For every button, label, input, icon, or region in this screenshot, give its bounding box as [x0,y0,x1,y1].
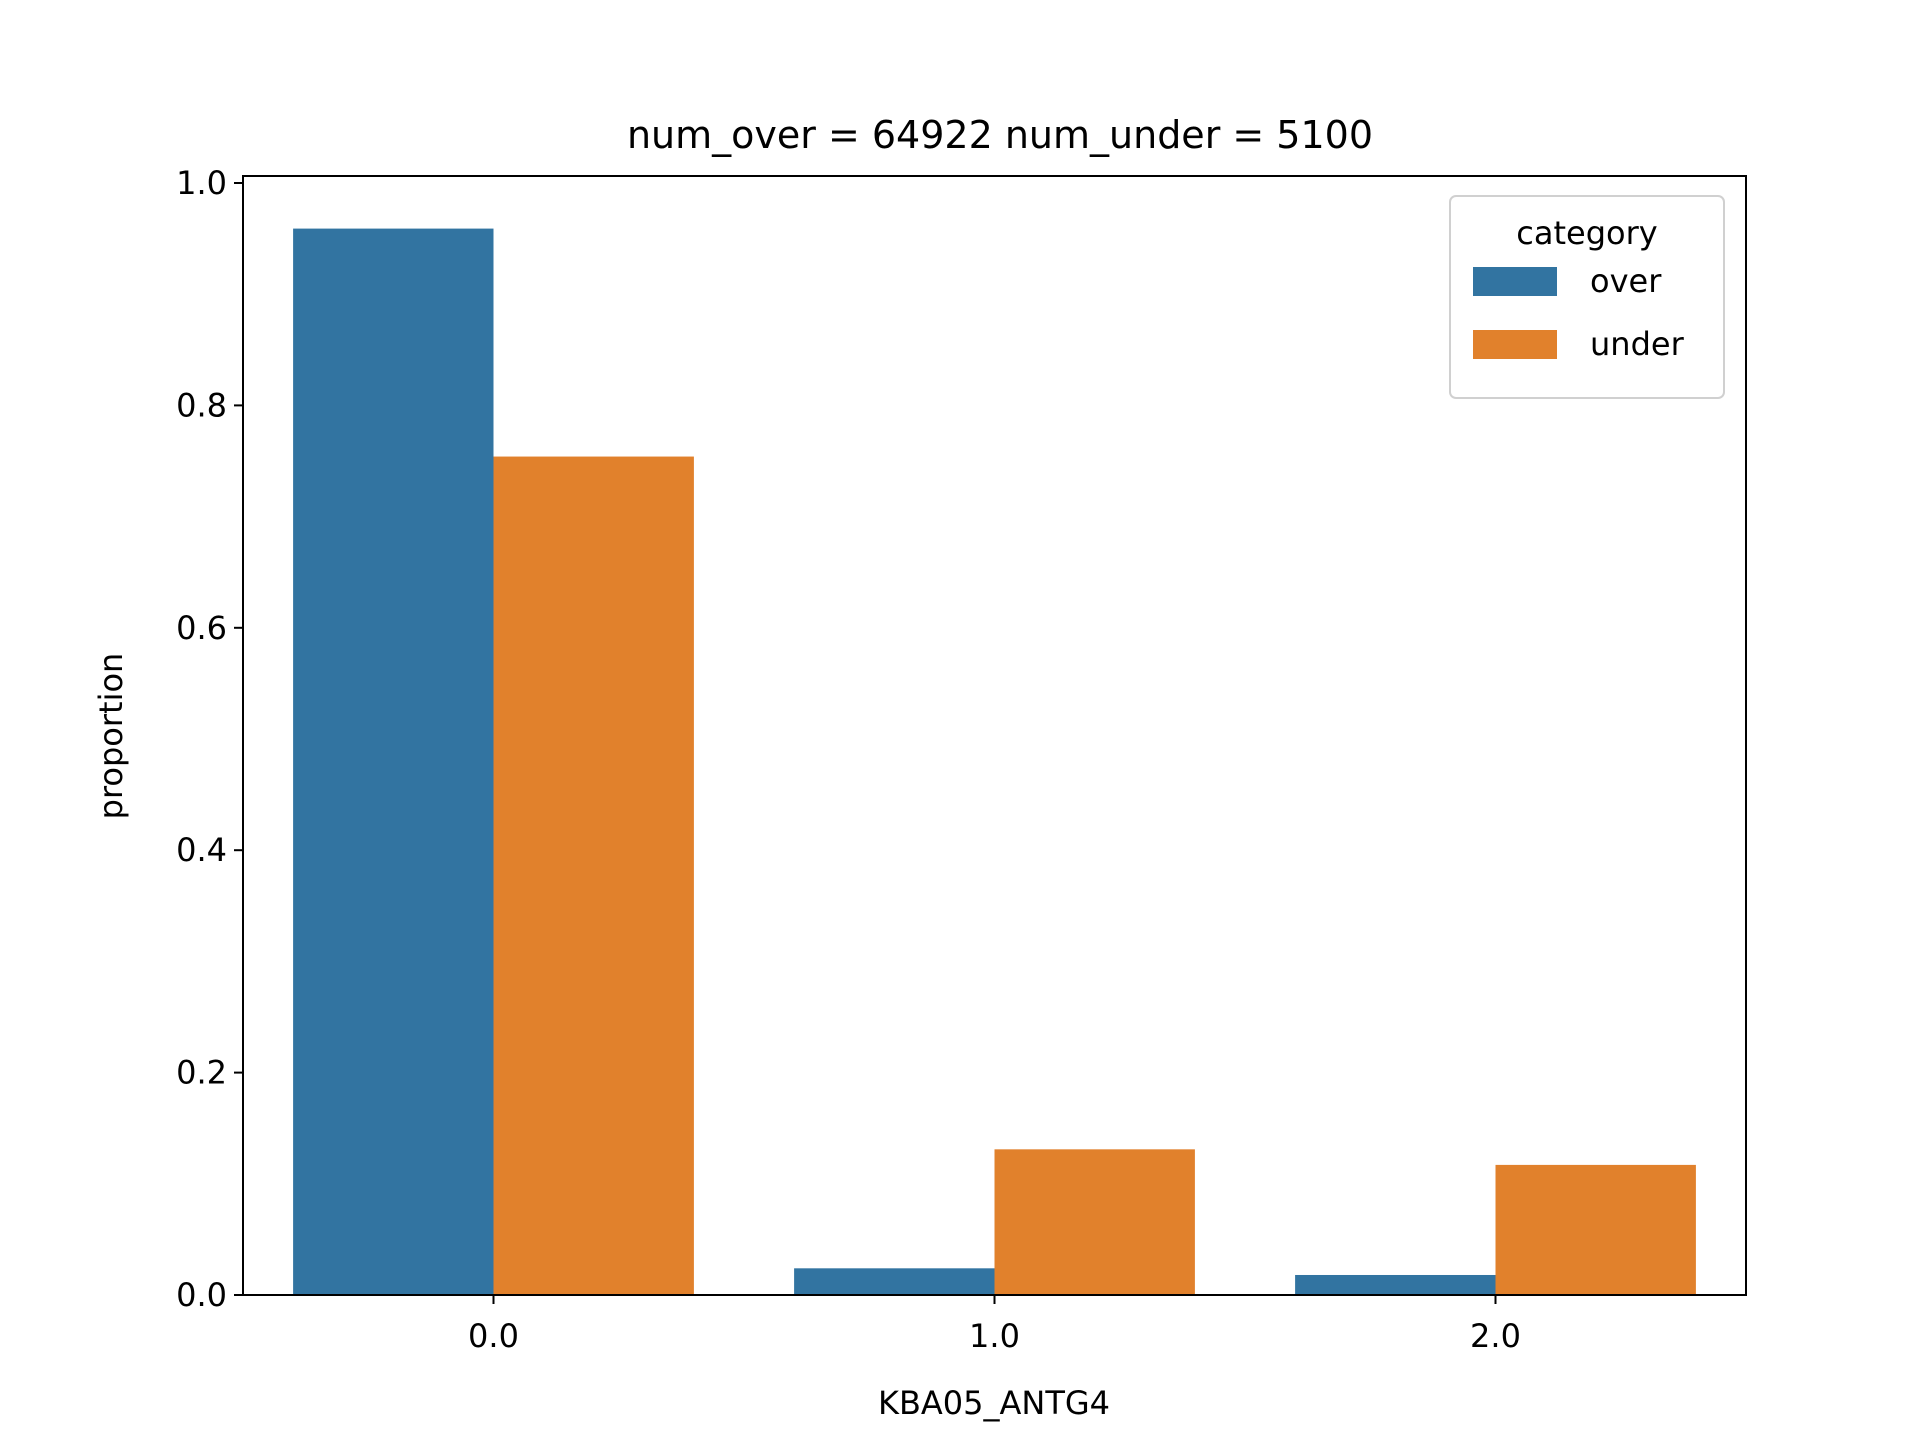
legend: category over under [1449,195,1725,399]
x-tick-label: 2.0 [1470,1317,1521,1355]
bar-under-2.0 [1495,1164,1696,1295]
legend-title: category [1516,214,1657,252]
y-axis-label: proportion [92,653,130,820]
y-tick-label: 0.8 [176,386,227,424]
bars-group [293,228,1696,1295]
legend-label-under: under [1590,325,1685,363]
bar-under-1.0 [994,1149,1195,1295]
chart-title: num_over = 64922 num_under = 5100 [627,113,1373,157]
bar-over-2.0 [1295,1274,1496,1295]
y-tick-label: 0.4 [176,831,227,869]
bar-over-1.0 [794,1268,995,1295]
bar-over-0.0 [293,228,494,1295]
legend-swatch-under [1473,330,1557,359]
x-axis-label: KBA05_ANTG4 [878,1384,1110,1422]
bar-under-0.0 [493,456,694,1295]
x-tick-label: 0.0 [468,1317,519,1355]
legend-swatch-over [1473,267,1557,296]
x-tick-label: 1.0 [969,1317,1020,1355]
x-axis: 0.0 1.0 2.0 [468,1295,1521,1355]
legend-items: over under [1473,262,1685,363]
legend-label-over: over [1590,262,1662,300]
y-tick-label: 0.2 [176,1054,227,1092]
y-tick-label: 1.0 [176,164,227,202]
plot-frame [242,175,1747,1296]
y-tick-label: 0.0 [176,1276,227,1314]
y-tick-label: 0.6 [176,609,227,647]
y-axis: 0.0 0.2 0.4 0.6 0.8 1.0 [176,164,243,1314]
